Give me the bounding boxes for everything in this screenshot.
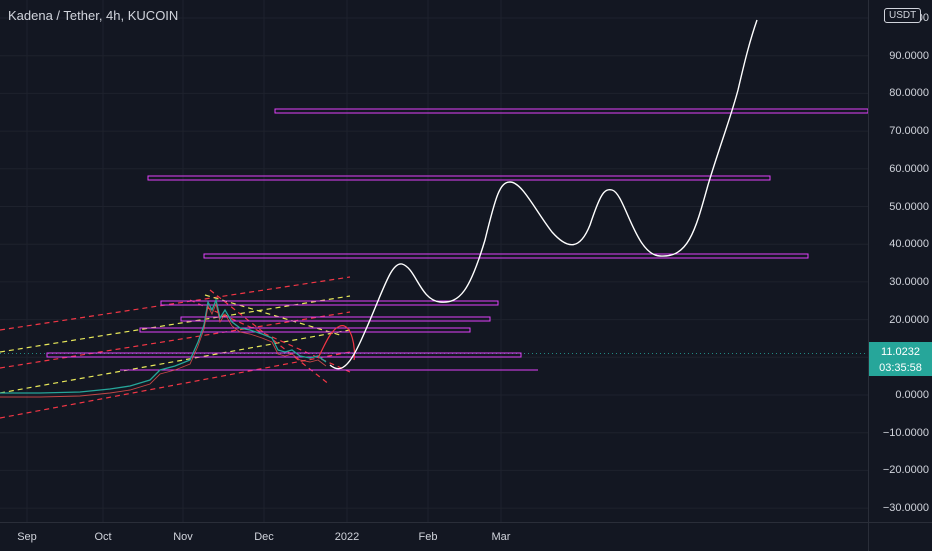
price-tick-label: 90.0000: [889, 49, 929, 62]
time-tick-label: Dec: [254, 531, 274, 543]
price-history-line: [0, 297, 327, 394]
time-tick-label: Oct: [94, 531, 112, 543]
price-history-line-red: [0, 302, 327, 398]
channel-line: [0, 329, 351, 394]
price-chart[interactable]: [0, 0, 869, 522]
projection-curve: [329, 19, 758, 370]
scale-corner: [868, 522, 932, 551]
price-tick-label: 40.0000: [889, 238, 929, 251]
channel-line: [0, 276, 351, 331]
countdown-timer: 03:35:58: [879, 362, 922, 374]
level-line: [147, 175, 771, 181]
current-price-value: 11.0232: [881, 346, 920, 358]
channel-line: [0, 351, 351, 419]
time-tick-label: Feb: [418, 531, 438, 543]
price-scale[interactable]: 100.000090.000080.000070.000060.000050.0…: [868, 0, 932, 522]
price-tick-label: −30.0000: [882, 502, 929, 515]
forecast-curve-red: [317, 325, 356, 361]
level-line: [46, 352, 522, 358]
price-tick-label: −20.0000: [882, 464, 929, 477]
price-tick-label: 20.0000: [889, 313, 929, 326]
level-line: [139, 327, 471, 333]
price-tick-label: −10.0000: [882, 426, 929, 439]
time-tick-label: 2022: [334, 531, 360, 543]
level-line: [180, 316, 491, 322]
current-price-label: 11.0232 03:35:58: [869, 342, 932, 376]
time-tick-label: Mar: [491, 531, 511, 543]
price-tick-label: 30.0000: [889, 275, 929, 288]
price-tick-label: 60.0000: [889, 162, 929, 175]
price-tick-label: 50.0000: [889, 200, 929, 213]
level-line: [160, 300, 499, 306]
currency-button[interactable]: USDT: [884, 8, 922, 23]
price-tick-label: 70.0000: [889, 125, 929, 138]
symbol-title: Kadena / Tether, 4h, KUCOIN: [8, 8, 179, 23]
time-tick-label: Sep: [17, 531, 37, 543]
time-tick-label: Nov: [173, 531, 193, 543]
level-line: [203, 253, 809, 259]
price-tick-label: 0.0000: [895, 389, 929, 401]
time-scale[interactable]: Sep Oct Nov Dec 2022 Feb Mar: [0, 522, 868, 551]
price-tick-label: 80.0000: [889, 87, 929, 100]
chart-area[interactable]: Kadena / Tether, 4h, KUCOIN: [0, 0, 869, 522]
level-line: [274, 108, 869, 114]
channel-line: [0, 295, 351, 353]
